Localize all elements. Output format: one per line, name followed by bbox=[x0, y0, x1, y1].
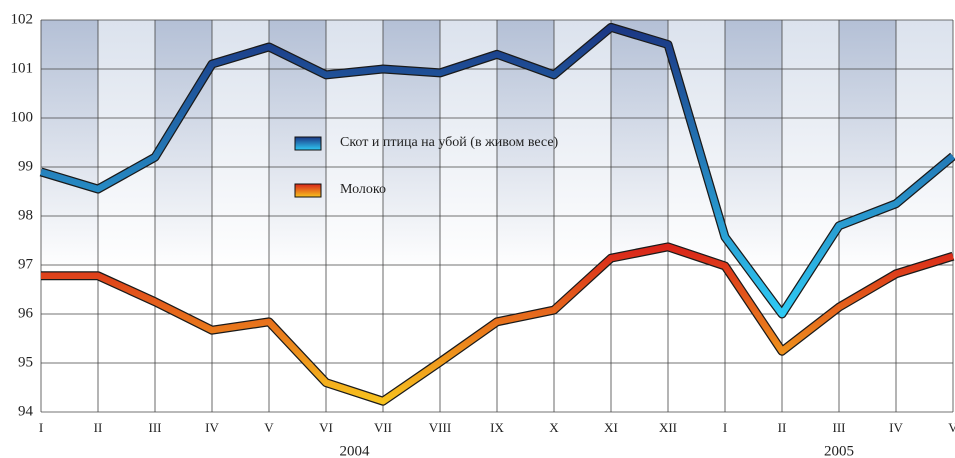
y-tick-label: 96 bbox=[18, 305, 34, 321]
x-tick-label: IX bbox=[490, 420, 504, 435]
line bbox=[40, 24, 955, 318]
legend-label: Скот и птица на убой (в живом весе) bbox=[340, 135, 559, 150]
x-group-label: 2005 bbox=[824, 443, 854, 458]
y-tick-label: 94 bbox=[18, 403, 34, 419]
x-tick-label: VII bbox=[374, 420, 392, 435]
y-tick-label: 98 bbox=[18, 207, 33, 223]
y-tick-label: 97 bbox=[18, 256, 34, 272]
x-tick-label: V bbox=[264, 420, 274, 435]
line bbox=[41, 243, 954, 405]
y-tick-label: 95 bbox=[18, 354, 33, 370]
x-tick-label: XI bbox=[604, 420, 618, 435]
x-tick-label: IV bbox=[889, 420, 903, 435]
legend-swatch bbox=[294, 183, 322, 198]
y-tick-label: 100 bbox=[11, 109, 34, 125]
x-tick-label: II bbox=[778, 420, 787, 435]
y-tick-label: 102 bbox=[11, 11, 34, 27]
x-tick-label: VIII bbox=[429, 420, 451, 435]
x-tick-label: I bbox=[39, 420, 43, 435]
x-tick-label: XII bbox=[659, 420, 677, 435]
x-group-label: 2004 bbox=[340, 443, 371, 458]
x-tick-label: X bbox=[549, 420, 559, 435]
legend-label: Молоко bbox=[340, 182, 386, 197]
x-tick-label: V bbox=[948, 420, 955, 435]
x-tick-label: I bbox=[723, 420, 727, 435]
y-tick-label: 101 bbox=[11, 60, 34, 76]
y-tick-label: 99 bbox=[18, 158, 33, 174]
x-tick-label: III bbox=[149, 420, 162, 435]
legend-swatch bbox=[294, 136, 322, 151]
x-tick-label: II bbox=[94, 420, 103, 435]
x-tick-label: VI bbox=[319, 420, 333, 435]
x-tick-label: IV bbox=[205, 420, 219, 435]
x-tick-label: III bbox=[833, 420, 846, 435]
